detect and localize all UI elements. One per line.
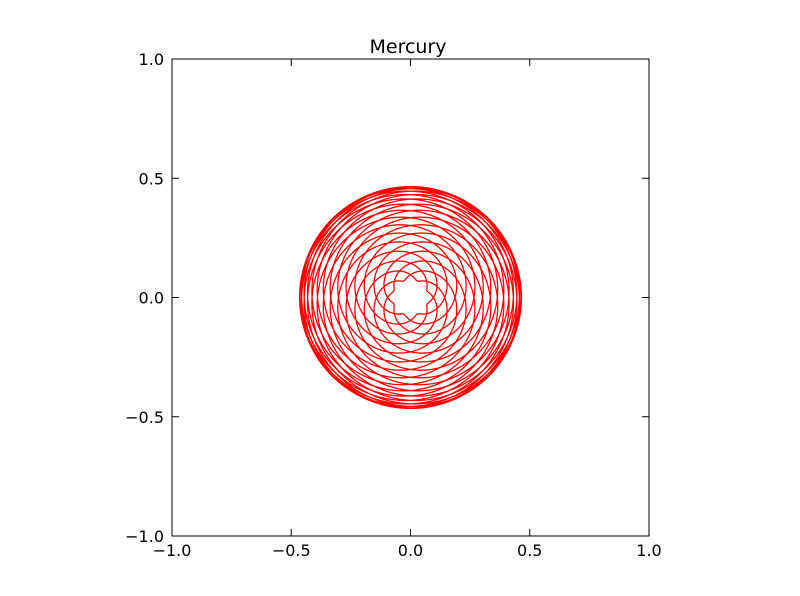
plot-area [171,58,650,537]
y-tick-label: −0.5 [125,408,164,427]
mercury-orbit-line [298,185,523,410]
x-tick-label: −1.0 [153,541,192,560]
axes-background [172,59,649,536]
y-tick-label: 0.5 [139,169,164,188]
y-tick-label: 1.0 [139,50,164,69]
x-tick-label: 0.0 [398,541,423,560]
chart-title: Mercury [369,36,446,58]
y-tick-label: 0.0 [139,289,164,308]
x-tick-label: 0.5 [517,541,542,560]
y-tick-label: −1.0 [125,527,164,546]
x-tick-label: 1.0 [636,541,661,560]
y-axis: 1.0 0.5 0.0 −0.5 −1.0 [125,50,649,546]
x-tick-label: −0.5 [272,541,311,560]
x-axis: −1.0 −0.5 0.0 0.5 1.0 [153,59,662,560]
